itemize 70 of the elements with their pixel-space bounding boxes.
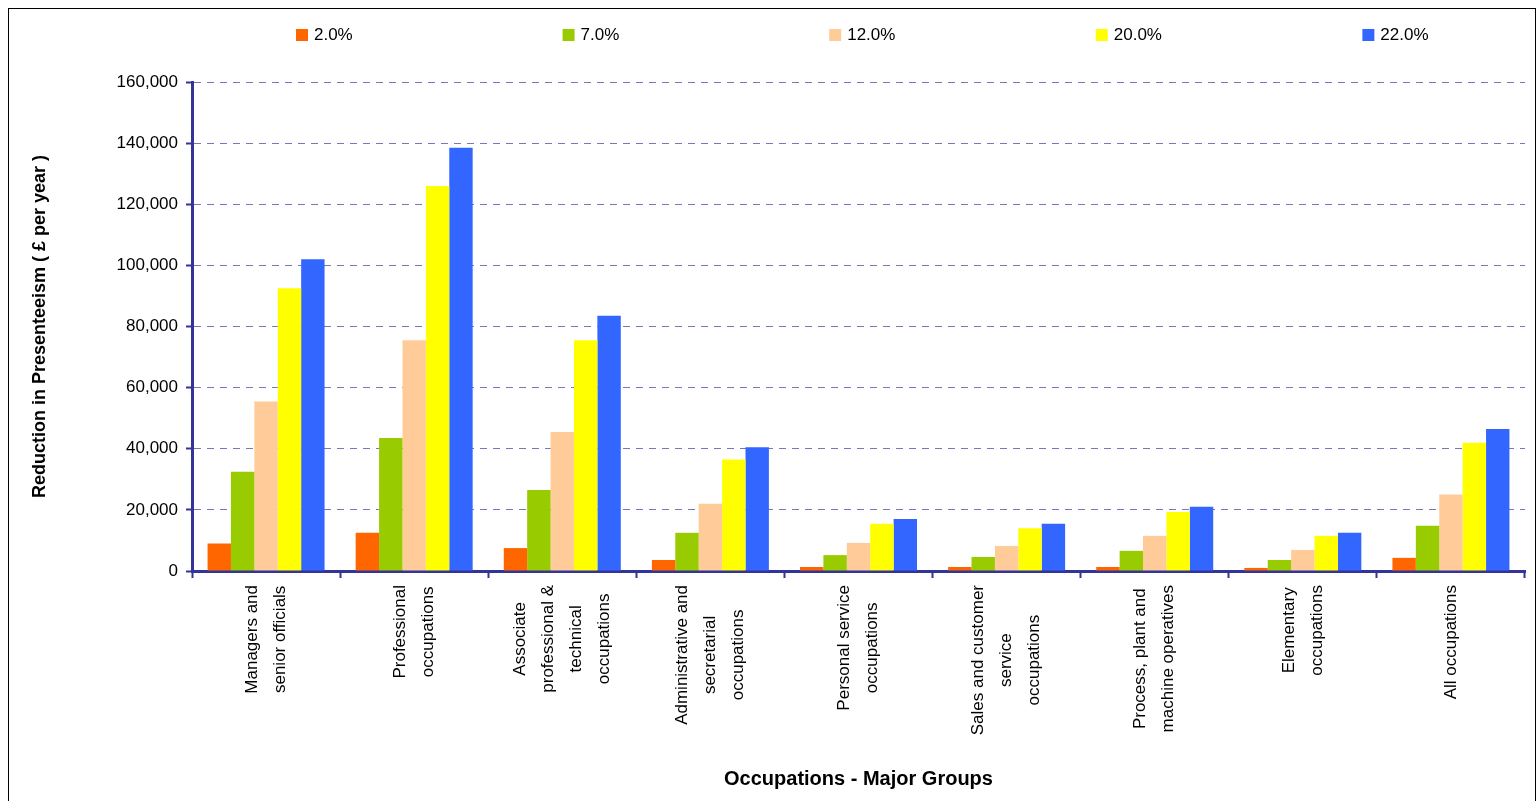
bar — [355, 532, 380, 571]
bar — [573, 340, 598, 571]
y-tick-label: 120,000 — [116, 193, 178, 213]
x-tick-label: All occupations — [1440, 585, 1460, 700]
legend-label: 7.0% — [580, 24, 620, 44]
y-tick-label: 80,000 — [126, 316, 178, 336]
bar — [1462, 442, 1487, 571]
x-tick-label: Associate professional & technical occupations — [509, 584, 613, 693]
bar — [1337, 532, 1362, 571]
x-tick-label: Professional occupations — [389, 584, 437, 679]
bar — [1143, 535, 1167, 571]
x-axis-title: Occupations - Major Groups — [724, 766, 993, 789]
bar — [948, 567, 972, 571]
bar — [745, 447, 769, 571]
bar — [597, 315, 621, 571]
bar — [1314, 535, 1338, 571]
bar — [1166, 512, 1190, 571]
bar — [1486, 428, 1510, 571]
bar — [1018, 528, 1042, 571]
y-tick-label: 20,000 — [126, 499, 178, 519]
x-tick-label: Sales and customer service occupations — [968, 584, 1044, 736]
bar — [800, 567, 824, 571]
bar — [846, 542, 871, 571]
legend-label: 2.0% — [313, 24, 353, 44]
x-tick-label: Managers and senior officials — [241, 585, 289, 694]
bar — [254, 401, 278, 571]
bar — [503, 548, 528, 571]
bar — [1041, 523, 1066, 571]
bar — [1291, 549, 1315, 571]
bar — [893, 519, 917, 571]
y-axis-title: Reduction in Presenteeism ( £ per year ) — [28, 154, 49, 499]
y-tick-label: 40,000 — [126, 438, 178, 458]
x-tick-label: Process, plant and machine operatives — [1130, 585, 1178, 733]
legend-label: 12.0% — [847, 24, 896, 44]
bar — [698, 503, 723, 571]
bar — [1415, 525, 1440, 571]
bar — [1189, 506, 1214, 571]
y-tick-label: 60,000 — [126, 377, 178, 397]
bar — [379, 438, 403, 571]
y-tick-label: 0 — [168, 560, 178, 580]
bar — [1267, 560, 1292, 571]
y-tick-label: 140,000 — [116, 132, 178, 152]
y-tick-label: 100,000 — [116, 255, 178, 275]
legend-label: 20.0% — [1113, 24, 1162, 44]
bar — [870, 523, 894, 571]
legend-label: 22.0% — [1380, 24, 1429, 44]
bar — [230, 471, 255, 571]
x-tick-label: Personal service occupations — [834, 585, 882, 711]
bar — [994, 545, 1019, 571]
bar — [1392, 557, 1416, 571]
bar — [675, 532, 699, 571]
bar — [425, 185, 450, 571]
bar — [1119, 550, 1144, 571]
bar — [722, 459, 746, 571]
bar — [550, 431, 574, 571]
bar — [207, 543, 231, 571]
x-tick-label: Administrative and secretarial occupations — [672, 585, 748, 725]
bar — [527, 490, 551, 571]
bar — [1244, 567, 1268, 571]
bar — [651, 560, 676, 571]
bar — [449, 147, 473, 571]
bar — [277, 288, 302, 571]
bar — [823, 555, 847, 571]
x-tick-label: Elementary occupations — [1278, 585, 1326, 676]
bar — [1096, 567, 1120, 571]
bar — [971, 556, 995, 571]
y-tick-label: 160,000 — [116, 71, 178, 91]
bar — [402, 340, 426, 571]
bar — [301, 259, 325, 571]
bar — [1439, 494, 1463, 571]
